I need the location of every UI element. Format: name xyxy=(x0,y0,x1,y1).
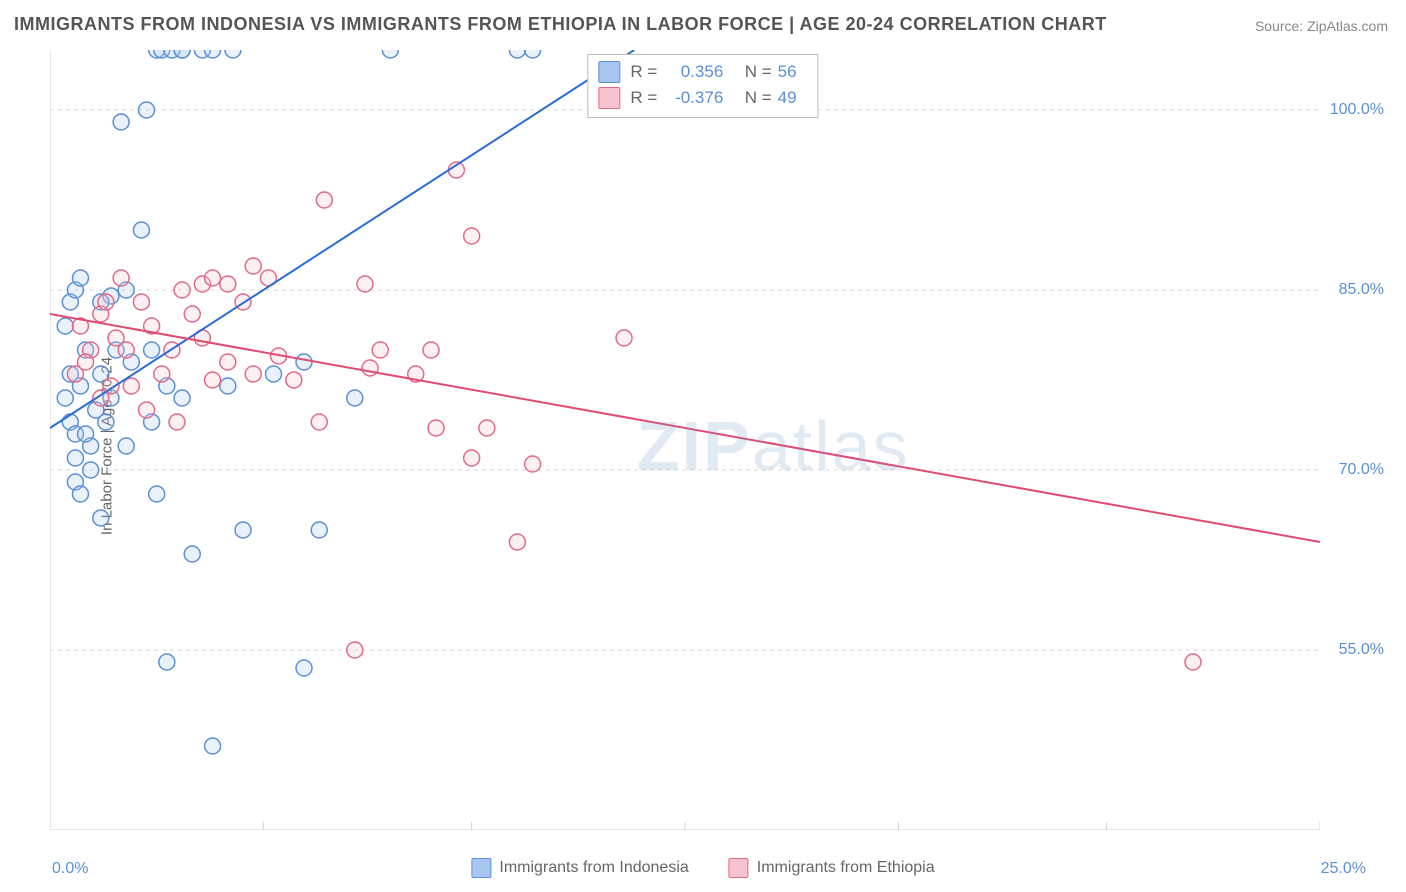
scatter-point xyxy=(169,414,185,430)
scatter-svg xyxy=(50,50,1320,830)
scatter-point xyxy=(464,228,480,244)
y-tick-label: 70.0% xyxy=(1339,461,1384,479)
x-tick-max: 25.0% xyxy=(1321,860,1366,878)
scatter-point xyxy=(220,276,236,292)
scatter-point xyxy=(525,50,541,58)
scatter-point xyxy=(372,342,388,358)
corr-n-label-0: N = xyxy=(745,59,772,85)
scatter-point xyxy=(113,114,129,130)
scatter-point xyxy=(139,402,155,418)
scatter-point xyxy=(357,276,373,292)
scatter-point xyxy=(311,414,327,430)
scatter-point xyxy=(72,270,88,286)
scatter-point xyxy=(464,450,480,466)
scatter-point xyxy=(67,450,83,466)
y-tick-label: 55.0% xyxy=(1339,641,1384,659)
scatter-point xyxy=(83,462,99,478)
corr-n-1: 49 xyxy=(778,85,808,111)
scatter-point xyxy=(133,222,149,238)
scatter-point xyxy=(72,486,88,502)
scatter-point xyxy=(316,192,332,208)
scatter-point xyxy=(57,318,73,334)
scatter-point xyxy=(149,486,165,502)
scatter-point xyxy=(286,372,302,388)
scatter-point xyxy=(174,282,190,298)
scatter-point xyxy=(93,510,109,526)
scatter-point xyxy=(220,354,236,370)
scatter-point xyxy=(133,294,149,310)
scatter-point xyxy=(382,50,398,58)
correlation-legend: R = 0.356 N = 56 R = -0.376 N = 49 xyxy=(587,54,818,118)
scatter-point xyxy=(525,456,541,472)
scatter-point xyxy=(57,390,73,406)
scatter-point xyxy=(98,294,114,310)
x-tick-min: 0.0% xyxy=(52,860,88,878)
scatter-point xyxy=(296,660,312,676)
legend-label-ethiopia: Immigrants from Ethiopia xyxy=(757,859,935,877)
scatter-point xyxy=(205,738,221,754)
scatter-point xyxy=(118,438,134,454)
chart-title: IMMIGRANTS FROM INDONESIA VS IMMIGRANTS … xyxy=(14,14,1107,35)
scatter-point xyxy=(225,50,241,58)
scatter-point xyxy=(362,360,378,376)
series-legend: Immigrants from Indonesia Immigrants fro… xyxy=(471,858,934,878)
corr-row-1: R = -0.376 N = 49 xyxy=(598,85,807,111)
scatter-point xyxy=(78,426,94,442)
corr-swatch-0 xyxy=(598,61,620,83)
scatter-point xyxy=(98,414,114,430)
legend-item-indonesia: Immigrants from Indonesia xyxy=(471,858,688,878)
scatter-point xyxy=(184,306,200,322)
legend-label-indonesia: Immigrants from Indonesia xyxy=(499,859,688,877)
source-attribution: Source: ZipAtlas.com xyxy=(1255,18,1388,34)
chart-container: IMMIGRANTS FROM INDONESIA VS IMMIGRANTS … xyxy=(0,0,1406,892)
y-tick-label: 85.0% xyxy=(1339,281,1384,299)
scatter-point xyxy=(184,546,200,562)
scatter-point xyxy=(139,102,155,118)
corr-r-0: 0.356 xyxy=(663,59,723,85)
scatter-point xyxy=(159,654,175,670)
scatter-point xyxy=(205,372,221,388)
corr-n-0: 56 xyxy=(778,59,808,85)
scatter-point xyxy=(347,642,363,658)
scatter-point xyxy=(479,420,495,436)
y-tick-label: 100.0% xyxy=(1330,101,1384,119)
corr-n-label-1: N = xyxy=(745,85,772,111)
scatter-point xyxy=(205,270,221,286)
scatter-point xyxy=(423,342,439,358)
scatter-point xyxy=(220,378,236,394)
corr-r-label-1: R = xyxy=(630,85,657,111)
corr-swatch-1 xyxy=(598,87,620,109)
scatter-point xyxy=(78,354,94,370)
scatter-point xyxy=(123,378,139,394)
legend-swatch-ethiopia xyxy=(729,858,749,878)
scatter-point xyxy=(509,50,525,58)
scatter-point xyxy=(144,342,160,358)
scatter-point xyxy=(347,390,363,406)
scatter-point xyxy=(428,420,444,436)
legend-swatch-indonesia xyxy=(471,858,491,878)
scatter-point xyxy=(235,522,251,538)
corr-r-1: -0.376 xyxy=(663,85,723,111)
plot-area xyxy=(50,50,1320,830)
scatter-point xyxy=(245,258,261,274)
legend-item-ethiopia: Immigrants from Ethiopia xyxy=(729,858,935,878)
scatter-point xyxy=(245,366,261,382)
regression-line xyxy=(50,50,634,428)
scatter-point xyxy=(1185,654,1201,670)
corr-row-0: R = 0.356 N = 56 xyxy=(598,59,807,85)
scatter-point xyxy=(266,366,282,382)
scatter-point xyxy=(154,366,170,382)
scatter-point xyxy=(174,390,190,406)
corr-r-label-0: R = xyxy=(630,59,657,85)
scatter-point xyxy=(311,522,327,538)
regression-line xyxy=(50,314,1320,542)
scatter-point xyxy=(296,354,312,370)
scatter-point xyxy=(616,330,632,346)
scatter-point xyxy=(509,534,525,550)
scatter-point xyxy=(113,270,129,286)
scatter-point xyxy=(118,342,134,358)
